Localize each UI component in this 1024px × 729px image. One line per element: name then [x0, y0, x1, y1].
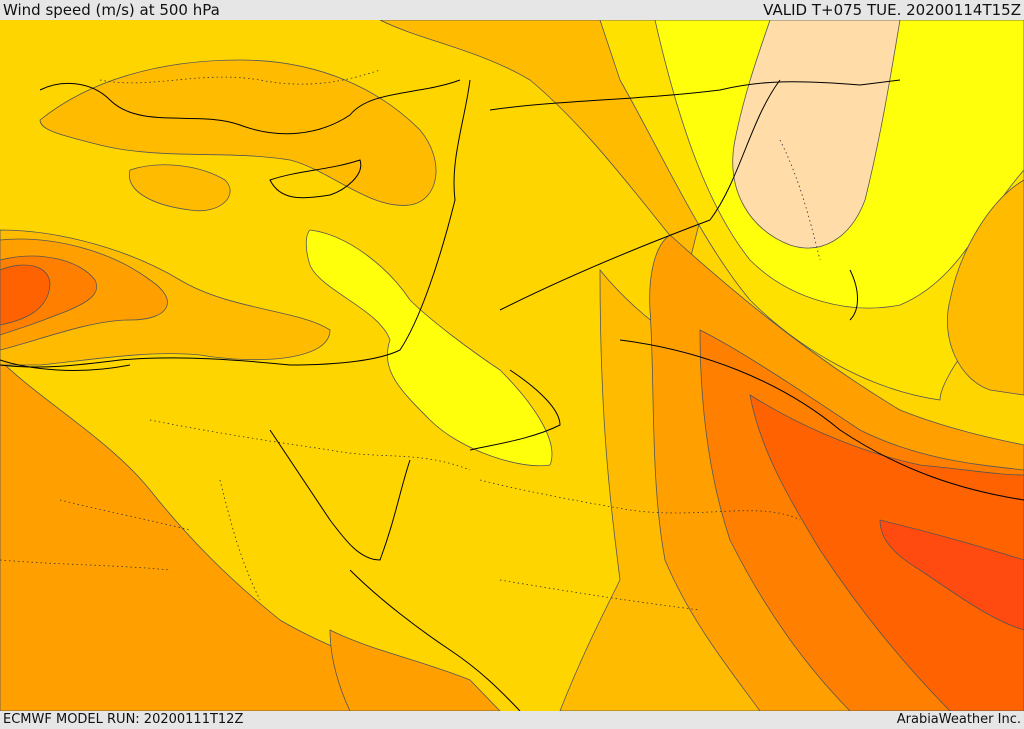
cyprus-coast	[269, 159, 362, 199]
border-jordan-iraq	[499, 79, 781, 311]
valid-time: VALID T+075 TUE. 20200114T15Z	[763, 1, 1021, 19]
sinai-coast	[269, 429, 411, 561]
band-central-yellow	[305, 229, 553, 467]
coastlines	[0, 79, 1024, 711]
band-north-mid	[39, 59, 437, 206]
border-jordan-saudi	[469, 369, 561, 451]
levant-coast	[0, 79, 471, 368]
band-east-mid	[947, 179, 1024, 396]
credit: ArabiaWeather Inc.	[896, 712, 1021, 727]
internal-borders	[0, 69, 821, 611]
red-sea-coast	[349, 569, 521, 711]
band-south-orange-2	[329, 629, 501, 711]
wind-speed-map	[0, 20, 1024, 711]
band-west-red	[0, 264, 51, 326]
kuwait-gulf-coast	[849, 269, 858, 321]
map-title: Wind speed (m/s) at 500 hPa	[3, 1, 220, 19]
border-north	[489, 79, 901, 111]
footer-bar: ECMWF MODEL RUN: 20200111T12Z ArabiaWeat…	[0, 711, 1024, 729]
band-jet-red	[879, 519, 1024, 631]
egypt-north-coast	[0, 359, 131, 371]
border-saudi-iraq	[619, 339, 1024, 501]
header-bar: Wind speed (m/s) at 500 hPa VALID T+075 …	[0, 0, 1024, 20]
model-run: ECMWF MODEL RUN: 20200111T12Z	[3, 712, 244, 727]
band-northeast-pale	[732, 20, 901, 249]
band-jet-red-orange	[749, 394, 1024, 711]
turkey-coast	[39, 79, 461, 135]
band-north-mid-2	[128, 164, 231, 212]
